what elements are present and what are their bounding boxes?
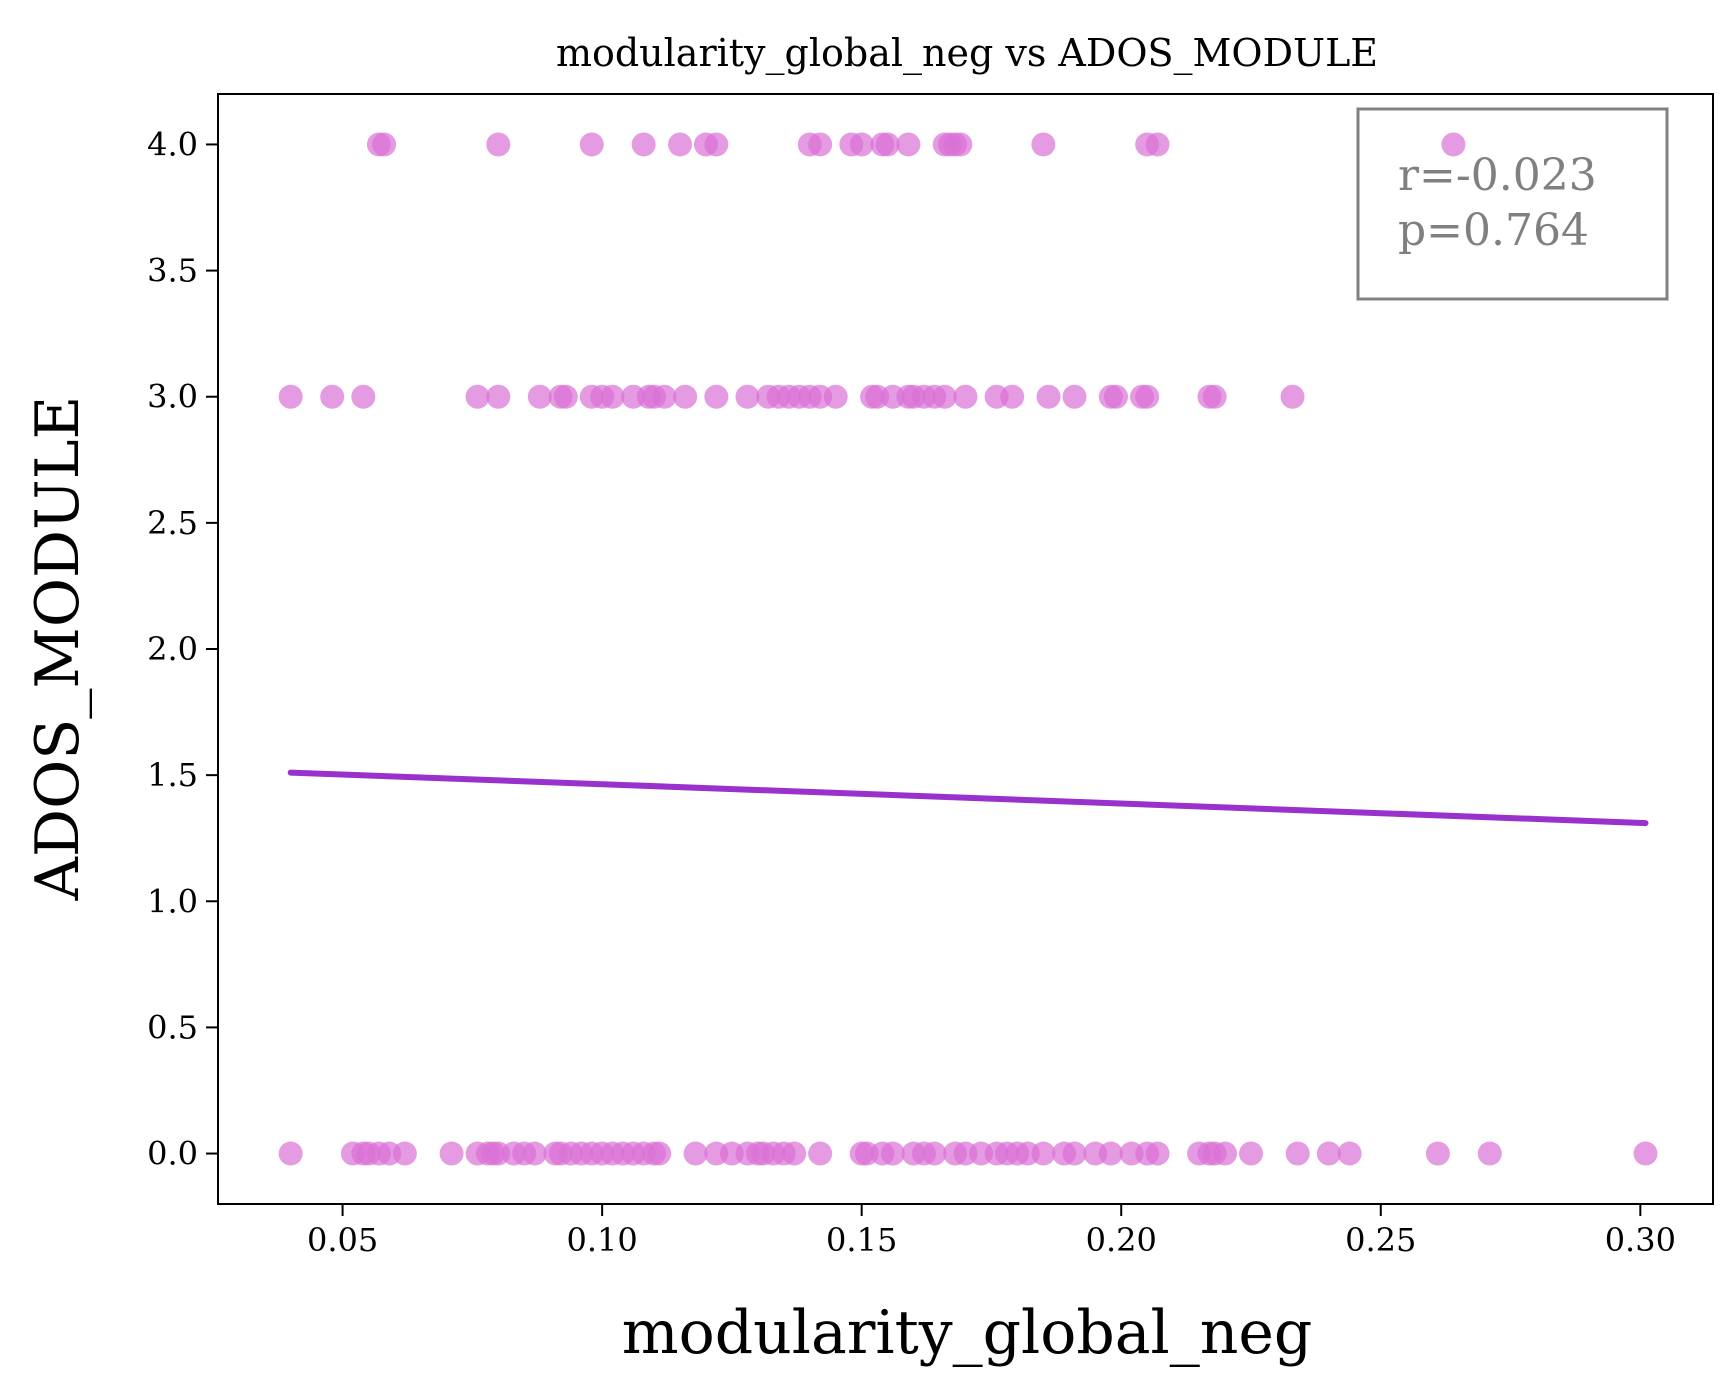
data-point — [1031, 1141, 1056, 1166]
p-value-text: p=0.764 — [1398, 205, 1589, 256]
data-point — [652, 384, 677, 409]
data-point — [351, 384, 376, 409]
data-point — [647, 1141, 672, 1166]
data-point — [1031, 132, 1056, 157]
data-point — [1202, 384, 1227, 409]
data-point — [683, 1141, 708, 1166]
data-point — [1337, 1141, 1362, 1166]
data-point — [673, 384, 698, 409]
data-point — [953, 384, 978, 409]
data-point — [1135, 384, 1160, 409]
data-point — [579, 132, 604, 157]
data-point — [704, 132, 729, 157]
data-point — [1633, 1141, 1658, 1166]
y-tick-label: 4.0 — [147, 125, 198, 163]
data-point — [808, 132, 833, 157]
data-point — [631, 132, 656, 157]
data-point — [1145, 132, 1170, 157]
y-tick-label: 1.0 — [147, 882, 198, 920]
data-point — [782, 1141, 807, 1166]
data-point — [553, 384, 578, 409]
regression-line-layer — [287, 769, 1649, 827]
data-point — [522, 1141, 547, 1166]
data-point — [372, 132, 397, 157]
data-point — [1145, 1141, 1170, 1166]
data-point — [808, 1141, 833, 1166]
data-point — [735, 384, 760, 409]
data-point — [1062, 1141, 1087, 1166]
data-point — [896, 132, 921, 157]
data-point — [600, 384, 625, 409]
data-point — [278, 384, 303, 409]
y-tick-label: 0.5 — [147, 1008, 198, 1046]
data-point — [1316, 1141, 1341, 1166]
x-tick-label: 0.05 — [307, 1221, 378, 1259]
data-point — [932, 384, 957, 409]
x-tick-label: 0.15 — [826, 1221, 897, 1259]
data-point — [922, 1141, 947, 1166]
correlation-r-text: r=-0.023 — [1398, 150, 1597, 201]
data-point — [1098, 1141, 1123, 1166]
data-point — [875, 132, 900, 157]
y-axis-title: ADOS_MODULE — [23, 396, 93, 902]
data-point — [1285, 1141, 1310, 1166]
data-point — [849, 132, 874, 157]
y-tick-label: 1.5 — [147, 756, 198, 794]
y-tick-label: 0.0 — [147, 1135, 198, 1173]
x-tick-label: 0.10 — [567, 1221, 638, 1259]
x-tick-label: 0.25 — [1345, 1221, 1416, 1259]
x-tick-label: 0.20 — [1086, 1221, 1157, 1259]
scatter-points — [278, 132, 1658, 1166]
data-point — [667, 132, 692, 157]
data-point — [1425, 1141, 1450, 1166]
regression-line — [287, 769, 1649, 827]
data-point — [527, 384, 552, 409]
data-point — [278, 1141, 303, 1166]
data-point — [392, 1141, 417, 1166]
data-point — [1280, 384, 1305, 409]
ticks-layer: 0.05 0.10 0.15 0.20 0.25 0.30 0.0 0.5 1.0 1.5 2.0 2… — [147, 125, 1676, 1259]
data-point — [1441, 132, 1466, 157]
data-point — [1062, 384, 1087, 409]
x-axis-title: modularity_global_neg — [622, 1298, 1313, 1368]
y-tick-label: 2.5 — [147, 504, 198, 542]
y-tick-label: 3.0 — [147, 378, 198, 416]
data-point — [948, 132, 973, 157]
stats-box-frame — [1356, 107, 1669, 301]
data-point — [1239, 1141, 1264, 1166]
data-point — [823, 384, 848, 409]
data-point — [439, 1141, 464, 1166]
chart-title: modularity_global_neg vs ADOS_MODULE — [556, 31, 1378, 76]
data-point — [320, 384, 345, 409]
stats-annotation-box: r=-0.023 p=0.764 — [1356, 107, 1669, 301]
data-point — [486, 384, 511, 409]
data-point — [880, 1141, 905, 1166]
data-point — [486, 132, 511, 157]
plot-frame — [217, 93, 1714, 1205]
data-point — [1477, 1141, 1502, 1166]
y-tick-label: 3.5 — [147, 252, 198, 290]
data-point — [1104, 384, 1129, 409]
data-point — [704, 384, 729, 409]
x-tick-label: 0.30 — [1605, 1221, 1676, 1259]
data-point — [1036, 384, 1061, 409]
data-point — [465, 384, 490, 409]
data-point — [1000, 384, 1025, 409]
data-point — [1213, 1141, 1238, 1166]
y-tick-label: 2.0 — [147, 630, 198, 668]
